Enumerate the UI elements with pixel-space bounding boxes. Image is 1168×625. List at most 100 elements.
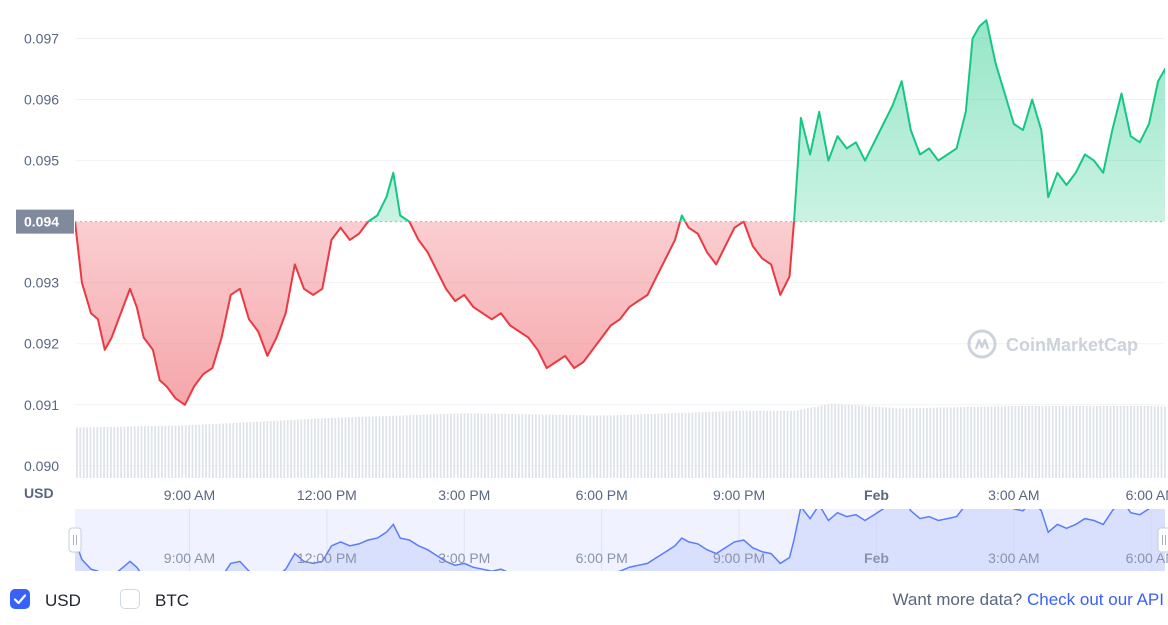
volume-bar: [89, 427, 92, 478]
volume-bar: [232, 422, 235, 478]
volume-bar: [116, 426, 119, 478]
volume-bar: [643, 414, 646, 478]
price-chart[interactable]: 0.090 0.091 0.092 0.093 0.095 0.096 0.097 0.094…: [0, 0, 1168, 580]
volume-bar: [810, 407, 813, 478]
volume-bar: [728, 411, 731, 478]
volume-bar: [837, 404, 840, 478]
volume-bar: [171, 425, 173, 478]
volume-bar: [1014, 406, 1017, 478]
volume-bar: [994, 406, 996, 478]
volume-bar: [654, 413, 656, 478]
volume-bar: [718, 411, 721, 478]
volume-bar: [368, 416, 371, 478]
volume-bar: [1109, 406, 1112, 478]
volume-bar: [1075, 406, 1078, 478]
volume-bar: [1153, 406, 1156, 478]
volume-bar: [174, 425, 177, 478]
volume-bar: [290, 419, 292, 478]
volume-bar: [167, 425, 170, 478]
volume-bar: [1004, 406, 1006, 478]
volume-bar: [1028, 406, 1030, 478]
usd-label[interactable]: USD: [45, 591, 81, 610]
volume-bar: [504, 413, 507, 478]
volume-bar: [997, 406, 1000, 478]
volume-bar: [674, 413, 677, 478]
volume-bar: [535, 414, 537, 478]
navigator-handle-right[interactable]: [1157, 527, 1168, 553]
volume-bar: [225, 423, 228, 478]
volume-bar: [297, 419, 299, 478]
btc-checkbox[interactable]: [120, 589, 140, 609]
volume-bar: [664, 413, 666, 478]
volume-bar: [769, 410, 772, 478]
volume-bar: [790, 410, 792, 478]
more-data-prompt: Want more data?: [892, 590, 1023, 609]
volume-bar: [286, 420, 289, 478]
watermark-group: CoinMarketCap: [967, 329, 1138, 359]
navigator-tick-label: 3:00 AM: [988, 550, 1039, 566]
api-link[interactable]: Check out our API: [1026, 590, 1164, 609]
volume-bar: [861, 405, 864, 478]
volume-bar: [1082, 406, 1085, 478]
volume-bar: [1119, 406, 1122, 478]
volume-bar: [331, 417, 333, 478]
volume-bar: [120, 426, 122, 478]
volume-bar: [541, 414, 544, 478]
volume-bar: [1038, 406, 1040, 478]
volume-bar: [552, 414, 554, 478]
volume-bar: [834, 403, 836, 478]
volume-bar: [1079, 406, 1081, 478]
usd-checkbox[interactable]: [10, 589, 30, 609]
volume-bar: [1011, 406, 1013, 478]
volume-bar: [450, 413, 452, 478]
volume-bar: [416, 414, 418, 478]
volume-bar: [242, 422, 245, 478]
volume-bar: [800, 409, 802, 478]
volume-bar: [467, 413, 469, 478]
volume-bar: [980, 406, 983, 478]
volume-bar: [596, 415, 598, 478]
volume-bar: [647, 414, 649, 478]
volume-bar: [222, 423, 224, 478]
volume-bar: [1017, 406, 1020, 478]
volume-bar: [898, 408, 901, 478]
volume-bar: [701, 412, 704, 478]
y-tick-label: 0.096: [24, 92, 59, 108]
volume-bar: [436, 414, 439, 478]
volume-bar: [820, 405, 823, 478]
volume-bar: [847, 404, 850, 478]
volume-bar: [409, 415, 411, 478]
volume-bar: [572, 415, 575, 478]
volume-bar: [1062, 406, 1064, 478]
bottom-bar: USD BTC Want more data? Check out our AP…: [0, 585, 1168, 615]
volume-bar: [164, 425, 167, 478]
volume-bar: [494, 413, 496, 478]
volume-bar: [154, 425, 156, 478]
x-tick-label: 3:00 AM: [988, 487, 1039, 503]
x-tick-label: 12:00 PM: [297, 487, 357, 503]
volume-bar: [429, 414, 432, 478]
volume-bar: [824, 404, 826, 478]
volume-bar: [538, 414, 541, 478]
volume-bar: [382, 416, 384, 478]
volume-bar: [841, 404, 843, 478]
volume-bar: [977, 406, 979, 478]
volume-bar: [776, 410, 779, 478]
volume-bar: [752, 410, 755, 478]
volume-bar: [885, 407, 887, 478]
area-below-baseline: [75, 221, 794, 405]
y-tick-label: 0.091: [24, 397, 59, 413]
area-above-baseline: [75, 20, 1165, 222]
volume-bar: [688, 412, 690, 478]
volume-bar: [756, 410, 758, 478]
volume-bar: [1130, 406, 1132, 478]
volume-bar: [490, 413, 493, 478]
volume-bar: [521, 414, 524, 478]
btc-label[interactable]: BTC: [155, 591, 189, 610]
volume-bar: [983, 406, 986, 478]
volume-bar: [150, 426, 153, 478]
volume-bar: [371, 416, 374, 478]
navigator-handle-left[interactable]: [68, 527, 82, 553]
volume-bar: [545, 414, 547, 478]
volume-bar: [949, 407, 952, 478]
